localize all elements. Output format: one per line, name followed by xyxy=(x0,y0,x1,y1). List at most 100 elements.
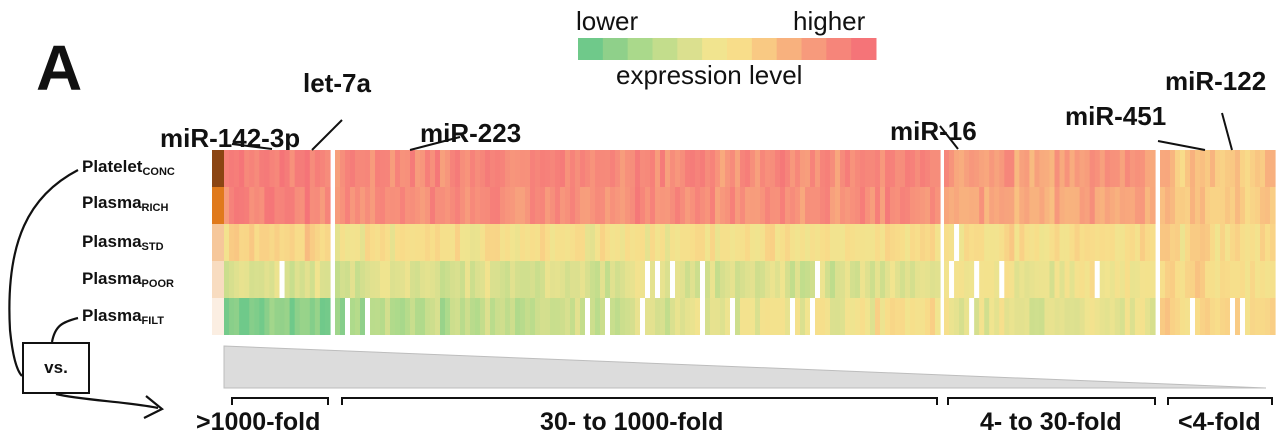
heatmap-cell xyxy=(1185,224,1191,261)
heatmap-cell xyxy=(905,298,911,335)
heatmap-cell xyxy=(785,224,791,261)
heatmap-cell xyxy=(665,224,671,261)
heatmap-cell xyxy=(525,150,531,187)
heatmap-cell xyxy=(675,298,681,335)
heatmap-cell xyxy=(410,298,416,335)
legend-swatch xyxy=(826,38,852,60)
bracket-30-1000 xyxy=(341,397,938,405)
heatmap-cell xyxy=(1139,187,1146,224)
heatmap-cell xyxy=(635,224,641,261)
heatmap-cell xyxy=(540,187,546,224)
heatmap-cell xyxy=(1210,261,1216,298)
heatmap-cell xyxy=(1009,224,1015,261)
heatmap-cell xyxy=(964,224,970,261)
heatmap-cell xyxy=(835,150,841,187)
heatmap-cell xyxy=(575,224,581,261)
fold-label-30-1000: 30- to 1000-fold xyxy=(540,408,724,436)
heatmap-cell xyxy=(319,187,326,224)
heatmap-cell xyxy=(925,224,931,261)
heatmap-cell xyxy=(385,298,391,335)
heatmap-cell xyxy=(1114,261,1121,298)
heatmap-cell xyxy=(259,261,265,298)
heatmap-cell xyxy=(610,187,616,224)
heatmap-cell xyxy=(289,150,296,187)
heatmap-cell xyxy=(505,298,511,335)
heatmap-cell xyxy=(1170,150,1176,187)
heatmap-cell xyxy=(540,150,546,187)
heatmap-cell xyxy=(1230,224,1236,261)
heatmap-cell xyxy=(665,150,671,187)
heatmap-cell xyxy=(850,224,856,261)
heatmap-cell xyxy=(974,298,980,335)
heatmap-cell xyxy=(550,261,556,298)
heatmap-cell xyxy=(415,187,421,224)
heatmap-cell xyxy=(795,261,801,298)
heatmap-cell xyxy=(900,150,906,187)
heatmap-cell xyxy=(935,261,941,298)
heatmap-cell xyxy=(480,261,486,298)
heatmap-cell xyxy=(1119,261,1126,298)
heatmap-cell xyxy=(840,187,846,224)
heatmap-cell xyxy=(1235,261,1241,298)
heatmap-cell xyxy=(360,150,366,187)
heatmap-cell xyxy=(1200,150,1206,187)
heatmap-cell xyxy=(780,298,786,335)
heatmap-cell xyxy=(795,298,801,335)
heatmap-cell xyxy=(600,150,606,187)
heatmap-cell xyxy=(244,298,250,335)
heatmap-cell xyxy=(1109,150,1116,187)
heatmap-cell xyxy=(445,187,451,224)
heatmap-cell xyxy=(555,261,561,298)
heatmap-cell xyxy=(455,261,461,298)
heatmap-cell xyxy=(630,261,636,298)
heatmap-cell xyxy=(1069,187,1076,224)
heatmap-cell xyxy=(445,298,451,335)
heatmap-cell xyxy=(1044,187,1051,224)
heatmap-cell xyxy=(760,224,766,261)
heatmap-cell xyxy=(1104,187,1111,224)
heatmap-cell xyxy=(610,150,616,187)
heatmap-cell xyxy=(540,261,546,298)
heatmap-cell xyxy=(510,298,516,335)
heatmap-cell xyxy=(1029,150,1036,187)
heatmap-cell xyxy=(675,187,681,224)
heatmap-cell xyxy=(505,187,511,224)
heatmap-cell xyxy=(234,298,240,335)
heatmap-cell xyxy=(555,224,561,261)
heatmap-cell xyxy=(1024,150,1030,187)
heatmap-cell xyxy=(675,150,681,187)
heatmap-cell xyxy=(1195,298,1201,335)
heatmap-cell xyxy=(365,224,371,261)
heatmap-cell xyxy=(830,150,836,187)
heatmap-cell xyxy=(450,261,456,298)
heatmap-cell xyxy=(279,150,286,187)
row-label-platelet-conc: PlateletCONC xyxy=(82,157,175,178)
heatmap-cell xyxy=(1074,150,1081,187)
heatmap-cell xyxy=(1104,150,1111,187)
heatmap-cell xyxy=(314,261,321,298)
heatmap-cell xyxy=(575,261,581,298)
heatmap-cell xyxy=(365,150,371,187)
heatmap-cell xyxy=(1099,150,1106,187)
heatmap-cell xyxy=(964,150,970,187)
heatmap-cell xyxy=(405,187,411,224)
heatmap-cell xyxy=(795,224,801,261)
heatmap-cell xyxy=(294,187,301,224)
heatmap-cell xyxy=(1160,298,1166,335)
heatmap-cell xyxy=(1190,261,1196,298)
heatmap-cell xyxy=(730,150,736,187)
heatmap-cell xyxy=(740,150,746,187)
heatmap-cell xyxy=(730,261,736,298)
heatmap-cell xyxy=(1049,261,1056,298)
heatmap-cell xyxy=(560,298,566,335)
heatmap-cell xyxy=(760,298,766,335)
heatmap-cell xyxy=(284,261,291,298)
mirna-pointer-lines xyxy=(231,112,1233,151)
heatmap-cell xyxy=(380,224,386,261)
heatmap-cell xyxy=(585,224,591,261)
heatmap-cell xyxy=(615,224,621,261)
heatmap-cell xyxy=(1250,150,1256,187)
heatmap-cell xyxy=(765,187,771,224)
heatmap-cell xyxy=(930,224,936,261)
heatmap-cell xyxy=(475,261,481,298)
